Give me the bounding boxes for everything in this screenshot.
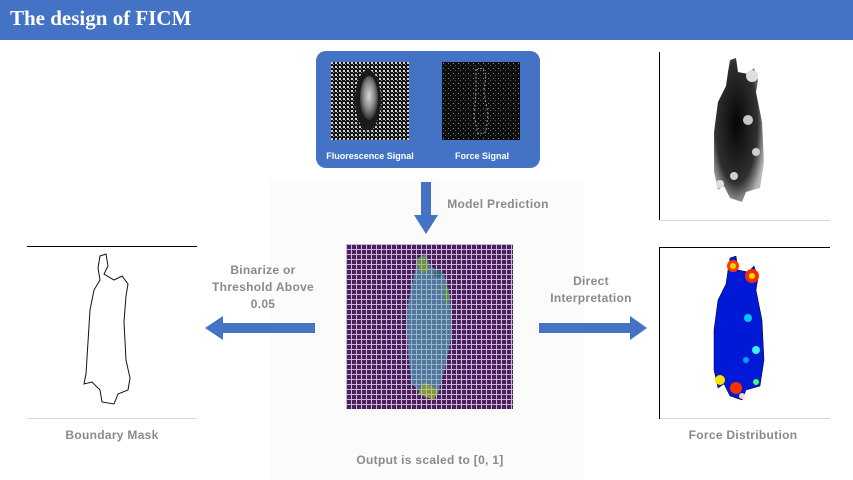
title-bar: The design of FICM [0,0,853,40]
force-signal-label: Force Signal [454,151,509,161]
slide-title: The design of FICM [10,6,192,30]
model-prediction-label: Model Prediction [447,197,549,211]
force-distribution-panel-top-rule [660,247,830,248]
boundary-mask-caption: Boundary Mask [65,428,159,442]
input-signals-panel: Fluorescence Signal Force Signal [316,51,540,168]
force-distribution-panel-bottom-rule [660,418,830,419]
boundary-panel-top-rule [27,246,197,247]
boundary-panel-bottom-rule [27,418,197,419]
force-distribution-caption: Force Distribution [688,428,798,442]
force-distribution-image [690,250,800,415]
right-arrow [539,316,647,340]
binarize-label: Binarize or Threshold Above 0.05 [211,263,315,311]
model-output-image [346,244,513,409]
force-signal-image [442,62,520,140]
direct-interpretation-label: Direct Interpretation [550,274,632,305]
left-arrow [205,316,315,340]
scaled-output-caption: Output is scaled to [0, 1] [356,453,504,467]
grayscale-force-map-image [690,52,800,217]
down-arrow [414,182,438,234]
fluorescence-signal-image [331,62,409,140]
boundary-mask-image [70,250,160,415]
force-map-panel-bottom-rule [660,220,830,221]
fluorescence-signal-label: Fluorescence Signal [326,151,414,161]
force-map-panel-left-rule [659,52,660,220]
force-distribution-panel-left-rule [659,247,660,419]
